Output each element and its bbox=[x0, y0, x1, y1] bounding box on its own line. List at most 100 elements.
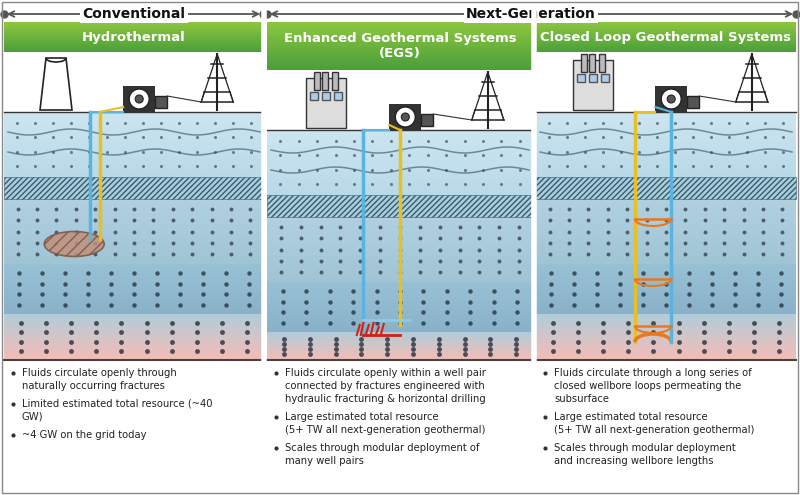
Bar bbox=[267, 49, 533, 50]
Bar bbox=[4, 156, 264, 157]
Bar bbox=[4, 130, 264, 131]
Bar bbox=[4, 220, 264, 221]
Bar bbox=[267, 68, 533, 69]
Bar bbox=[4, 296, 264, 297]
Bar bbox=[4, 115, 264, 116]
Bar bbox=[536, 282, 796, 283]
Bar bbox=[267, 297, 533, 298]
Bar bbox=[536, 39, 796, 40]
Bar bbox=[536, 346, 796, 347]
Bar bbox=[267, 180, 533, 181]
Bar bbox=[267, 181, 533, 182]
Bar bbox=[536, 24, 796, 25]
Bar bbox=[536, 122, 796, 124]
Bar bbox=[536, 154, 796, 155]
Bar bbox=[4, 344, 264, 345]
Bar bbox=[267, 285, 533, 286]
Bar bbox=[536, 35, 796, 36]
Bar bbox=[267, 191, 533, 192]
Bar bbox=[267, 179, 533, 180]
Bar bbox=[4, 40, 264, 41]
Bar bbox=[267, 341, 533, 342]
Bar bbox=[4, 35, 264, 36]
Bar bbox=[4, 346, 264, 347]
Bar bbox=[4, 126, 264, 127]
Bar bbox=[267, 336, 533, 337]
Bar bbox=[536, 46, 796, 47]
Bar bbox=[536, 218, 796, 220]
Bar bbox=[267, 260, 533, 262]
Bar bbox=[267, 160, 533, 162]
Bar bbox=[267, 244, 533, 245]
Bar bbox=[267, 137, 533, 138]
Bar bbox=[536, 23, 796, 24]
Bar bbox=[267, 305, 533, 306]
Bar bbox=[536, 41, 796, 42]
Bar bbox=[267, 156, 533, 157]
Bar bbox=[4, 281, 264, 282]
Bar bbox=[267, 240, 533, 241]
Bar bbox=[536, 31, 796, 32]
Bar bbox=[536, 287, 796, 288]
Bar bbox=[536, 37, 796, 38]
Bar bbox=[4, 34, 264, 35]
Bar bbox=[4, 143, 264, 144]
Bar bbox=[536, 260, 796, 261]
Bar bbox=[536, 264, 796, 265]
Bar bbox=[536, 349, 796, 350]
Bar bbox=[4, 292, 264, 293]
Bar bbox=[267, 57, 533, 58]
Bar bbox=[267, 26, 533, 27]
Bar bbox=[4, 40, 264, 41]
Bar bbox=[4, 251, 264, 252]
Bar bbox=[267, 273, 533, 274]
Bar bbox=[536, 243, 796, 245]
Bar bbox=[4, 354, 264, 355]
Bar bbox=[267, 63, 533, 64]
Bar bbox=[536, 131, 796, 132]
Bar bbox=[536, 327, 796, 328]
Bar bbox=[267, 62, 533, 63]
Bar bbox=[536, 40, 796, 41]
Bar bbox=[536, 300, 796, 301]
Bar bbox=[4, 38, 264, 39]
Circle shape bbox=[667, 95, 675, 103]
Bar bbox=[4, 349, 264, 350]
Bar bbox=[267, 67, 533, 68]
Bar bbox=[536, 248, 796, 249]
Bar bbox=[536, 332, 796, 333]
Bar bbox=[267, 32, 533, 33]
Bar bbox=[4, 118, 264, 119]
Bar bbox=[536, 27, 796, 28]
Bar bbox=[267, 172, 533, 173]
Bar bbox=[267, 136, 533, 137]
Bar bbox=[536, 230, 796, 231]
Bar bbox=[536, 27, 796, 28]
Bar bbox=[536, 217, 796, 218]
Bar bbox=[267, 335, 533, 336]
Bar bbox=[536, 348, 796, 349]
Bar bbox=[267, 187, 533, 189]
Bar bbox=[267, 194, 533, 195]
Bar bbox=[267, 31, 533, 32]
Bar bbox=[536, 145, 796, 147]
Bar bbox=[536, 34, 796, 35]
Bar bbox=[267, 264, 533, 265]
Bar bbox=[536, 312, 796, 313]
Bar bbox=[267, 159, 533, 160]
Bar bbox=[267, 294, 533, 295]
Bar bbox=[536, 237, 796, 239]
Bar bbox=[267, 162, 533, 164]
Bar bbox=[267, 261, 533, 262]
Bar bbox=[4, 274, 264, 275]
Bar bbox=[536, 136, 796, 137]
Bar bbox=[267, 287, 533, 288]
Text: Scales through modular deployment
and increasing wellbore lengths: Scales through modular deployment and in… bbox=[554, 443, 736, 466]
Bar bbox=[536, 267, 796, 268]
Bar bbox=[4, 294, 264, 295]
Bar bbox=[267, 43, 533, 44]
Bar bbox=[267, 32, 533, 33]
Bar bbox=[4, 143, 264, 145]
Bar bbox=[267, 253, 533, 254]
Bar bbox=[267, 344, 533, 345]
